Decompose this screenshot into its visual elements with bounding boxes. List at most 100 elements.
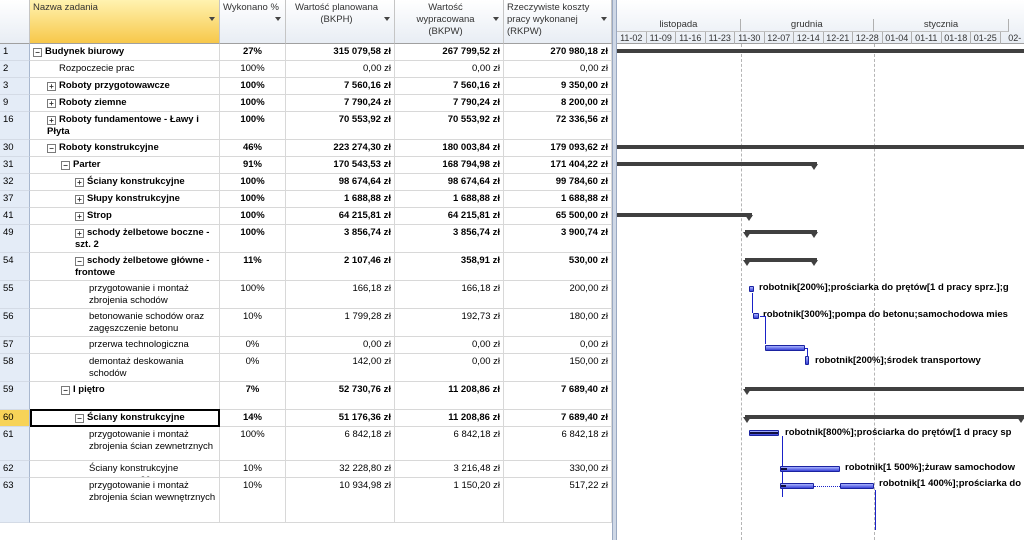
cell-pct[interactable]: 100% (220, 281, 286, 309)
task-name-cell[interactable]: demontaż deskowania schodów (30, 354, 220, 382)
cell-pct[interactable]: 100% (220, 427, 286, 461)
cell-pct[interactable]: 11% (220, 253, 286, 281)
cell-rkpw[interactable]: 270 980,18 zł (504, 44, 612, 61)
cell-pct[interactable]: 10% (220, 478, 286, 523)
row-id[interactable]: 55 (0, 281, 30, 309)
dropdown-arrow-icon[interactable] (493, 17, 499, 21)
row-id[interactable]: 32 (0, 174, 30, 191)
expand-icon[interactable]: + (75, 229, 84, 238)
row-id[interactable]: 57 (0, 337, 30, 354)
summary-bar[interactable] (617, 162, 817, 166)
cell-rkpw[interactable]: 0,00 zł (504, 61, 612, 78)
cell-bkph[interactable]: 7 560,16 zł (286, 78, 395, 95)
task-bar[interactable] (840, 483, 874, 489)
row-id[interactable]: 49 (0, 225, 30, 253)
task-name-cell[interactable]: + Roboty fundamentowe - Ławy i Płyta (30, 112, 220, 140)
task-name-cell[interactable]: przygotowanie i montaż zbrojenia ścian w… (30, 478, 220, 523)
cell-rkpw[interactable]: 517,22 zł (504, 478, 612, 523)
task-name-cell[interactable]: przygotowanie i montaż zbrojenia schodów (30, 281, 220, 309)
row-id[interactable]: 62 (0, 461, 30, 478)
cell-bkph[interactable]: 3 856,74 zł (286, 225, 395, 253)
task-name-cell[interactable]: betonowanie schodów oraz zagęszczenie be… (30, 309, 220, 337)
cell-bkph[interactable]: 64 215,81 zł (286, 208, 395, 225)
cell-rkpw[interactable]: 7 689,40 zł (504, 382, 612, 410)
cell-rkpw[interactable]: 7 689,40 zł (504, 410, 612, 427)
expand-icon[interactable]: + (75, 212, 84, 221)
cell-rkpw[interactable]: 171 404,22 zł (504, 157, 612, 174)
expand-icon[interactable]: + (75, 195, 84, 204)
cell-bkpw[interactable]: 166,18 zł (395, 281, 504, 309)
task-name-cell[interactable]: Ściany konstrukcyjne zewnetrzne 20 cm (30, 461, 220, 478)
task-name-cell[interactable]: + Roboty ziemne (30, 95, 220, 112)
row-id[interactable]: 16 (0, 112, 30, 140)
cell-rkpw[interactable]: 179 093,62 zł (504, 140, 612, 157)
cell-bkph[interactable]: 166,18 zł (286, 281, 395, 309)
cell-pct[interactable]: 10% (220, 461, 286, 478)
summary-bar[interactable] (745, 387, 1024, 391)
summary-bar[interactable] (745, 415, 1024, 419)
cell-bkph[interactable]: 223 274,30 zł (286, 140, 395, 157)
cell-pct[interactable]: 100% (220, 208, 286, 225)
summary-bar[interactable] (617, 145, 1024, 149)
cell-rkpw[interactable]: 8 200,00 zł (504, 95, 612, 112)
cell-bkpw[interactable]: 358,91 zł (395, 253, 504, 281)
summary-start-marker[interactable] (743, 417, 751, 423)
cell-pct[interactable]: 91% (220, 157, 286, 174)
task-bar[interactable] (749, 286, 754, 292)
cell-bkph[interactable]: 52 730,76 zł (286, 382, 395, 410)
cell-pct[interactable]: 100% (220, 225, 286, 253)
cell-bkpw[interactable]: 3 216,48 zł (395, 461, 504, 478)
cell-bkpw[interactable]: 192,73 zł (395, 309, 504, 337)
cell-bkpw[interactable]: 1 688,88 zł (395, 191, 504, 208)
cell-bkpw[interactable]: 168 794,98 zł (395, 157, 504, 174)
column-header-bkpw[interactable]: Wartość wypracowana (BKPW) (395, 0, 504, 44)
dropdown-arrow-icon[interactable] (209, 17, 215, 21)
cell-bkph[interactable]: 142,00 zł (286, 354, 395, 382)
row-id[interactable]: 31 (0, 157, 30, 174)
task-bar[interactable] (805, 356, 809, 365)
cell-rkpw[interactable]: 0,00 zł (504, 337, 612, 354)
cell-pct[interactable]: 100% (220, 174, 286, 191)
task-name-cell[interactable]: − Parter (30, 157, 220, 174)
row-id[interactable]: 9 (0, 95, 30, 112)
summary-end-marker[interactable] (810, 260, 818, 266)
summary-end-marker[interactable] (810, 164, 818, 170)
cell-pct[interactable]: 27% (220, 44, 286, 61)
column-header-task-name[interactable]: Nazwa zadania (30, 0, 220, 44)
cell-bkpw[interactable]: 7 560,16 zł (395, 78, 504, 95)
cell-bkpw[interactable]: 3 856,74 zł (395, 225, 504, 253)
cell-bkpw[interactable]: 11 208,86 zł (395, 410, 504, 427)
cell-pct[interactable]: 100% (220, 78, 286, 95)
cell-bkpw[interactable]: 0,00 zł (395, 337, 504, 354)
row-id[interactable]: 3 (0, 78, 30, 95)
row-id[interactable]: 2 (0, 61, 30, 78)
progress-bar[interactable] (781, 468, 787, 470)
task-name-cell[interactable]: − Ściany konstrukcyjne (30, 410, 220, 427)
row-id[interactable]: 58 (0, 354, 30, 382)
cell-bkpw[interactable]: 7 790,24 zł (395, 95, 504, 112)
progress-bar[interactable] (781, 485, 786, 487)
cell-rkpw[interactable]: 150,00 zł (504, 354, 612, 382)
summary-start-marker[interactable] (743, 232, 751, 238)
collapse-icon[interactable]: − (33, 48, 42, 57)
cell-rkpw[interactable]: 65 500,00 zł (504, 208, 612, 225)
cell-rkpw[interactable]: 200,00 zł (504, 281, 612, 309)
task-name-cell[interactable]: przerwa technologiczna (30, 337, 220, 354)
row-id[interactable]: 60 (0, 410, 30, 427)
cell-bkpw[interactable]: 11 208,86 zł (395, 382, 504, 410)
expand-icon[interactable]: + (47, 116, 56, 125)
cell-pct[interactable]: 10% (220, 309, 286, 337)
task-name-cell[interactable]: Rozpoczecie prac (30, 61, 220, 78)
task-name-cell[interactable]: + Strop (30, 208, 220, 225)
dropdown-arrow-icon[interactable] (384, 17, 390, 21)
cell-rkpw[interactable]: 3 900,74 zł (504, 225, 612, 253)
cell-bkpw[interactable]: 1 150,20 zł (395, 478, 504, 523)
collapse-icon[interactable]: − (61, 161, 70, 170)
cell-bkph[interactable]: 32 228,80 zł (286, 461, 395, 478)
expand-icon[interactable]: + (47, 99, 56, 108)
cell-bkpw[interactable]: 64 215,81 zł (395, 208, 504, 225)
summary-bar[interactable] (745, 258, 817, 262)
task-name-cell[interactable]: − schody żelbetowe główne - frontowe (30, 253, 220, 281)
cell-bkph[interactable]: 1 799,28 zł (286, 309, 395, 337)
cell-rkpw[interactable]: 530,00 zł (504, 253, 612, 281)
